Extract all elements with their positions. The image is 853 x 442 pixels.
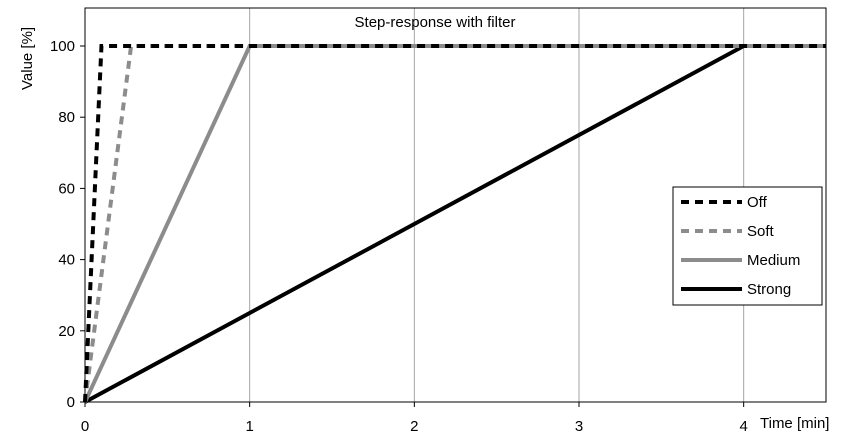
series-layer — [83, 44, 826, 404]
y-tick-label: 40 — [58, 252, 75, 269]
x-tick-label: 2 — [410, 418, 418, 435]
legend-box — [672, 186, 823, 306]
series-line-soft — [83, 44, 826, 403]
legend-label-strong: Strong — [747, 281, 791, 298]
x-tick-label: 0 — [81, 418, 89, 435]
y-tick-label: 0 — [67, 394, 75, 411]
legend-label-soft: Soft — [747, 223, 775, 240]
x-axis-label: Time [min] — [760, 415, 829, 432]
series-line-off — [83, 44, 826, 403]
y-axis-label: Value [%] — [19, 27, 36, 90]
legend: Off Soft Medium Strong — [672, 186, 823, 306]
legend-label-off: Off — [747, 194, 768, 211]
y-tick-label: 20 — [58, 323, 75, 340]
grid-lines — [249, 8, 745, 402]
plot-frame — [84, 7, 827, 403]
legend-label-medium: Medium — [747, 252, 800, 269]
x-tick-label: 3 — [575, 418, 583, 435]
axis-ticks: 0 20 40 60 80 100 0 1 2 3 4 — [50, 38, 748, 435]
chart-title: Step-response with filter — [355, 14, 516, 31]
x-tick-label: 4 — [739, 418, 747, 435]
y-tick-label: 100 — [50, 38, 75, 55]
y-tick-label: 80 — [58, 109, 75, 126]
y-tick-label: 60 — [58, 180, 75, 197]
x-tick-label: 1 — [245, 418, 253, 435]
